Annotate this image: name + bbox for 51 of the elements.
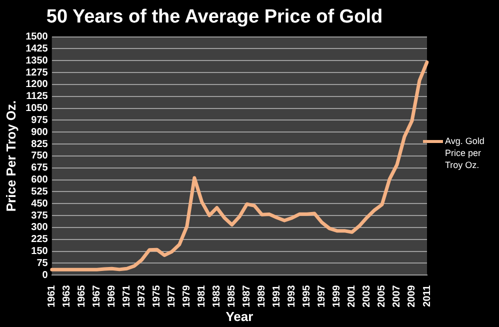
y-tick-label: 675 bbox=[31, 162, 48, 174]
x-tick-label: 1977 bbox=[166, 284, 178, 308]
x-tick-label: 1961 bbox=[46, 284, 58, 308]
x-tick-label: 1989 bbox=[256, 284, 268, 308]
y-tick-label: 600 bbox=[31, 174, 48, 186]
y-tick-label: 1125 bbox=[26, 91, 48, 102]
y-tick-label: 900 bbox=[31, 126, 48, 138]
y-tick-label: 75 bbox=[36, 258, 48, 269]
y-tick-label: 1350 bbox=[26, 55, 48, 66]
x-tick-label: 1963 bbox=[62, 284, 73, 308]
x-tick-label: 1975 bbox=[152, 284, 163, 308]
x-tick-label: 2001 bbox=[346, 284, 358, 308]
x-tick-label: 1993 bbox=[286, 284, 298, 308]
x-tick-label: 1965 bbox=[76, 284, 88, 308]
x-tick-label: 1967 bbox=[92, 284, 103, 308]
y-tick-label: 1200 bbox=[26, 79, 48, 90]
y-tick-label: 300 bbox=[31, 222, 48, 234]
x-tick-label: 1991 bbox=[272, 284, 283, 308]
x-tick-label: 1983 bbox=[212, 284, 223, 308]
y-tick-label: 450 bbox=[31, 198, 48, 210]
x-tick-label: 1987 bbox=[242, 284, 253, 308]
y-tick-label: 825 bbox=[31, 138, 48, 150]
chart-title: 50 Years of the Average Price of Gold bbox=[46, 6, 383, 28]
y-tick-label: 225 bbox=[31, 234, 48, 246]
legend-label: Avg. Gold Price per Troy Oz. bbox=[445, 135, 486, 171]
y-tick-label: 1500 bbox=[26, 32, 48, 43]
y-tick-label: 975 bbox=[31, 114, 48, 126]
y-axis-title: Price Per Troy Oz. bbox=[3, 100, 18, 212]
x-tick-label: 1981 bbox=[196, 284, 208, 308]
x-axis-title: Year bbox=[226, 308, 254, 324]
y-tick-label: 1050 bbox=[26, 103, 48, 114]
x-tick-label: 2003 bbox=[362, 284, 373, 308]
x-tick-label: 1979 bbox=[182, 284, 193, 308]
y-tick-label: 1275 bbox=[26, 67, 48, 78]
x-tick-label: 1995 bbox=[302, 284, 313, 308]
x-tick-label: 2007 bbox=[392, 284, 403, 308]
x-tick-label: 1971 bbox=[122, 284, 133, 308]
x-tick-label: 1969 bbox=[106, 284, 118, 308]
x-tick-label: 1997 bbox=[316, 284, 328, 308]
y-tick-label: 525 bbox=[31, 186, 48, 198]
x-tick-label: 1999 bbox=[332, 284, 343, 308]
y-tick-label: 150 bbox=[31, 246, 48, 258]
y-tick-label: 1425 bbox=[26, 43, 48, 54]
y-tick-label: 0 bbox=[42, 270, 48, 281]
x-tick-label: 2005 bbox=[376, 284, 388, 308]
x-tick-label: 2011 bbox=[422, 284, 433, 307]
x-tick-label: 1973 bbox=[136, 284, 148, 308]
y-tick-label: 750 bbox=[31, 150, 48, 162]
x-tick-label: 2009 bbox=[406, 284, 418, 308]
y-tick-label: 375 bbox=[31, 210, 48, 222]
x-tick-label: 1985 bbox=[226, 284, 238, 308]
